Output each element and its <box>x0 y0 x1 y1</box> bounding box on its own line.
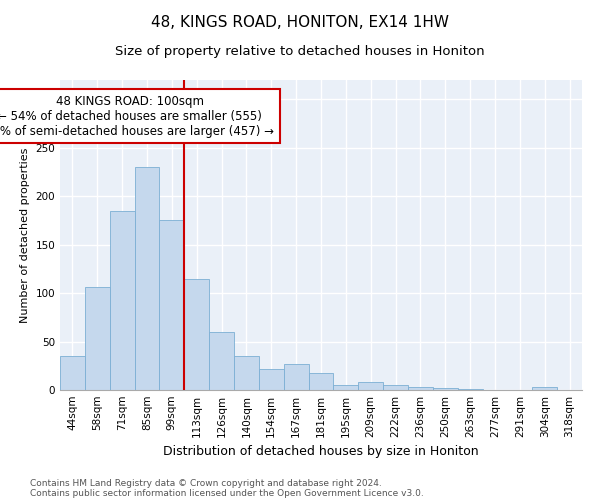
Text: Size of property relative to detached houses in Honiton: Size of property relative to detached ho… <box>115 45 485 58</box>
Bar <box>60 356 85 390</box>
Y-axis label: Number of detached properties: Number of detached properties <box>20 148 30 322</box>
Bar <box>308 372 334 390</box>
Bar <box>184 278 209 390</box>
Bar <box>259 368 284 390</box>
Text: 48, KINGS ROAD, HONITON, EX14 1HW: 48, KINGS ROAD, HONITON, EX14 1HW <box>151 15 449 30</box>
Bar <box>458 389 482 390</box>
Bar <box>110 211 134 390</box>
Bar <box>433 388 458 390</box>
Bar <box>408 387 433 390</box>
Bar <box>334 385 358 390</box>
Bar <box>209 332 234 390</box>
Bar <box>160 220 184 390</box>
Bar <box>85 288 110 390</box>
Text: Contains public sector information licensed under the Open Government Licence v3: Contains public sector information licen… <box>30 488 424 498</box>
Bar <box>284 364 308 390</box>
Text: 48 KINGS ROAD: 100sqm
← 54% of detached houses are smaller (555)
45% of semi-det: 48 KINGS ROAD: 100sqm ← 54% of detached … <box>0 94 274 138</box>
Text: Contains HM Land Registry data © Crown copyright and database right 2024.: Contains HM Land Registry data © Crown c… <box>30 478 382 488</box>
Bar <box>383 385 408 390</box>
X-axis label: Distribution of detached houses by size in Honiton: Distribution of detached houses by size … <box>163 446 479 458</box>
Bar <box>134 167 160 390</box>
Bar <box>234 356 259 390</box>
Bar <box>358 382 383 390</box>
Bar <box>532 387 557 390</box>
